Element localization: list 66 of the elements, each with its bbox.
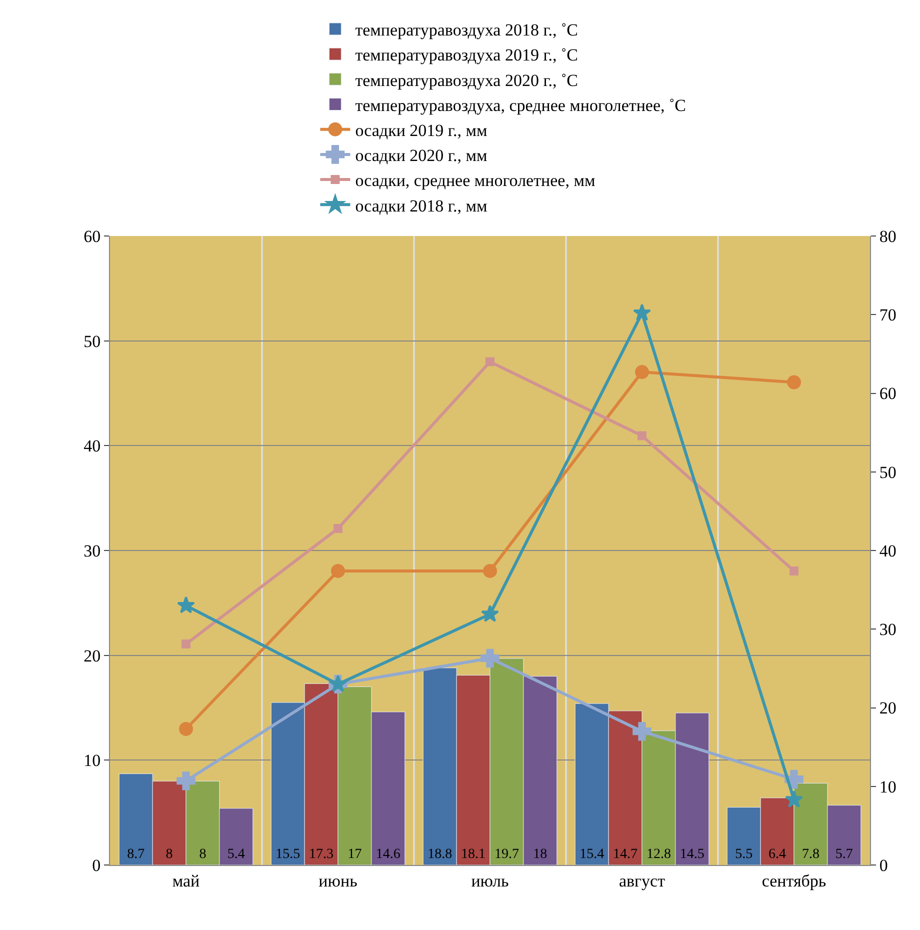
point [635,365,649,380]
y-tick-label: 60 [84,226,101,246]
data-label: 8 [166,847,173,862]
point [633,304,651,321]
point [176,771,196,790]
y-tick-label: 50 [84,332,101,351]
data-label: 18.1 [461,847,486,862]
legend-label: осадки, среднее многолетнее, мм [355,171,596,190]
data-label: 17.3 [309,847,334,862]
legend-label: температуравоздуха, среднее многолетнее, ˚С [355,96,686,115]
data-label: 5.5 [735,847,753,862]
data-label: 19.7 [494,847,519,862]
data-label: 14.5 [680,847,704,862]
point [481,604,499,622]
point [486,357,494,366]
y-tick-label: 0 [92,856,101,875]
point [179,722,193,736]
y-tick-label: 30 [84,541,101,560]
point [632,722,652,741]
data-label: 5.7 [835,847,853,862]
y-tick-label: 40 [84,436,101,456]
legend-label: осадки 2020 г., мм [355,146,488,166]
data-label: 5.4 [227,847,245,862]
y2-tick-label: 70 [879,306,896,325]
x-tick-label: май [172,871,200,890]
x-tick-label: август [618,871,666,890]
y-tick-label: 20 [84,646,101,666]
data-label: 18.8 [428,847,452,862]
data-label: 7.8 [802,847,820,862]
y-tick-label: 10 [84,751,101,770]
x-tick-label: июнь [318,871,358,890]
y2-tick-label: 80 [879,226,896,246]
data-label: 12.8 [646,847,671,862]
point [483,564,497,578]
data-label: 8.7 [127,847,145,862]
point [480,648,500,668]
y2-tick-label: 30 [879,620,896,640]
point [785,790,803,808]
point [787,375,801,390]
legend-label: осадки 2019 г., мм [355,120,488,140]
x-tick-label: сентябрь [762,871,826,890]
data-label: 15.4 [580,847,604,862]
point [331,564,345,578]
data-label: 14.7 [613,847,638,862]
legend-label: температуравоздуха 2019 г., ˚С [355,46,578,65]
data-label: 15.5 [276,847,300,862]
legend-label: температуравоздуха 2020 г., ˚С [355,70,578,90]
data-label: 6.4 [768,847,786,862]
y2-tick-label: 0 [879,856,888,875]
point [334,524,342,533]
y2-tick-label: 10 [879,777,896,796]
point [638,431,646,440]
y2-tick-label: 20 [879,698,896,718]
data-label: 14.6 [376,847,400,862]
data-label: 17 [348,847,362,862]
point [790,566,798,576]
y2-tick-label: 40 [879,541,896,560]
data-label: 18 [533,847,548,862]
point [182,640,190,649]
point [177,596,195,614]
legend-label: осадки 2018 г., мм [355,196,488,216]
y2-tick-label: 60 [879,384,896,404]
y2-tick-label: 50 [879,462,896,482]
data-label: 8 [199,847,206,862]
x-tick-label: июль [471,871,510,890]
legend-label: температуравоздуха 2018 г., ˚С [355,20,578,40]
